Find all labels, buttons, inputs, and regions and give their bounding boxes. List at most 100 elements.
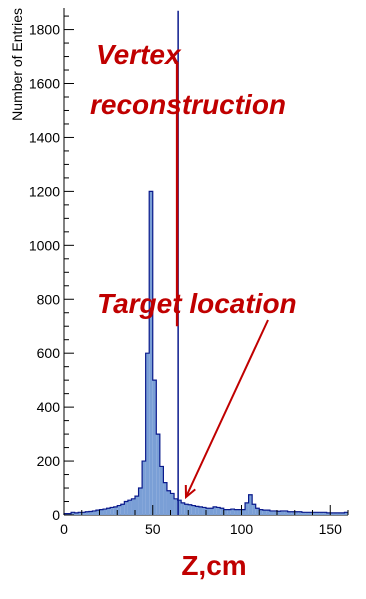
histogram-bin	[99, 509, 104, 515]
histogram-bin	[202, 507, 206, 515]
histogram-bin	[74, 512, 79, 515]
y-tick-label: 200	[37, 453, 61, 469]
histogram-outline	[63, 190, 348, 515]
y-tick-label: 1000	[29, 237, 60, 253]
histogram-bin	[340, 512, 345, 515]
histogram-bin	[195, 506, 199, 515]
histogram-bin	[259, 509, 263, 515]
histogram-bin	[152, 380, 157, 515]
histogram-bin	[88, 511, 93, 515]
histogram-bin	[316, 512, 320, 515]
histogram-bin	[277, 511, 281, 515]
histogram-bin	[124, 501, 128, 515]
histogram-bin	[344, 512, 348, 515]
y-tick-label: 1200	[29, 183, 60, 199]
histogram-bin	[291, 511, 295, 515]
histogram-bin	[170, 493, 175, 515]
target-arrow-head	[184, 484, 196, 500]
annotation-target: Target location	[97, 288, 297, 319]
histogram-bin	[177, 500, 182, 515]
histogram-bin	[198, 506, 203, 515]
x-tick-label: 0	[60, 521, 68, 537]
histogram-bin	[64, 513, 68, 515]
histogram-bin	[223, 509, 228, 515]
histogram-bin	[181, 502, 185, 515]
annotation-vertex-line2: reconstruction	[90, 89, 286, 120]
histogram-bin	[266, 510, 270, 515]
histogram-bin	[117, 505, 121, 515]
x-tick-label: 150	[319, 521, 343, 537]
histogram-bin	[120, 504, 125, 515]
histogram-bin	[184, 504, 189, 515]
histogram-bin	[241, 509, 246, 515]
x-tick-label: 50	[145, 521, 161, 537]
histogram-bin	[142, 461, 146, 515]
y-tick-label: 1800	[29, 22, 60, 38]
histogram-bin	[312, 512, 317, 515]
histogram-bin	[149, 191, 153, 515]
histogram-bin	[337, 512, 341, 515]
histogram-bin	[280, 510, 285, 515]
y-tick-label: 800	[37, 291, 61, 307]
histogram-bin	[191, 505, 196, 515]
histogram-bin	[220, 508, 224, 515]
histogram-bin	[255, 508, 260, 515]
histogram-bin	[213, 506, 217, 515]
histogram-bin	[301, 512, 306, 515]
histogram-bin	[245, 502, 249, 515]
histogram-bin	[188, 504, 192, 515]
histogram-bin	[138, 488, 143, 515]
x-tick-label: 100	[230, 521, 254, 537]
histogram-bin	[113, 506, 118, 515]
histogram-bin	[145, 353, 150, 515]
histogram-bin	[166, 490, 171, 515]
histogram-bin	[92, 510, 96, 515]
histogram-bin	[237, 509, 242, 515]
y-tick-label: 1600	[29, 76, 60, 92]
histogram-bin	[319, 512, 324, 515]
histogram-bin	[174, 498, 178, 515]
histogram-bin	[78, 512, 82, 515]
annotation-vertex-line1: Vertex	[96, 39, 182, 70]
histogram-bin	[269, 510, 274, 515]
histogram-bin	[252, 504, 256, 515]
target-arrow-line	[185, 319, 269, 498]
histogram-bin	[323, 512, 327, 515]
histogram-bin	[262, 510, 267, 515]
histogram-bin	[127, 500, 132, 515]
histogram-bin	[106, 508, 111, 515]
y-tick-label: 0	[52, 507, 60, 523]
histogram-bin	[95, 510, 100, 515]
histogram-bin	[234, 509, 238, 515]
histogram-bin	[71, 512, 75, 515]
x-axis-title: Z,cm	[181, 550, 246, 581]
histogram-bin	[227, 509, 231, 515]
histogram-bin	[305, 512, 309, 515]
histogram-bin	[159, 466, 164, 515]
histogram-bin	[284, 510, 288, 515]
histogram-bin	[298, 511, 302, 515]
y-tick-label: 400	[37, 399, 61, 415]
histogram-bin	[81, 512, 86, 515]
histogram-bin	[206, 508, 210, 515]
histogram-bin	[163, 482, 167, 515]
histogram-bin	[135, 496, 139, 515]
histogram-bin	[287, 511, 292, 515]
histogram-bin	[103, 509, 107, 515]
histogram-bin	[230, 509, 235, 515]
histogram-bin	[294, 511, 299, 515]
histogram-bin	[326, 512, 331, 515]
histogram-bin	[110, 507, 114, 515]
histogram-bin	[273, 510, 277, 515]
y-tick-label: 600	[37, 345, 61, 361]
histogram-bin	[248, 494, 253, 515]
histogram-bin	[131, 498, 135, 515]
histogram-bin	[85, 511, 89, 515]
histogram-bin	[156, 434, 160, 515]
histogram-bin	[333, 512, 338, 515]
histogram-bin	[209, 508, 214, 515]
y-axis-title: Number of Entries	[9, 8, 25, 121]
y-tick-label: 1400	[29, 129, 60, 145]
histogram-bin	[67, 513, 72, 515]
